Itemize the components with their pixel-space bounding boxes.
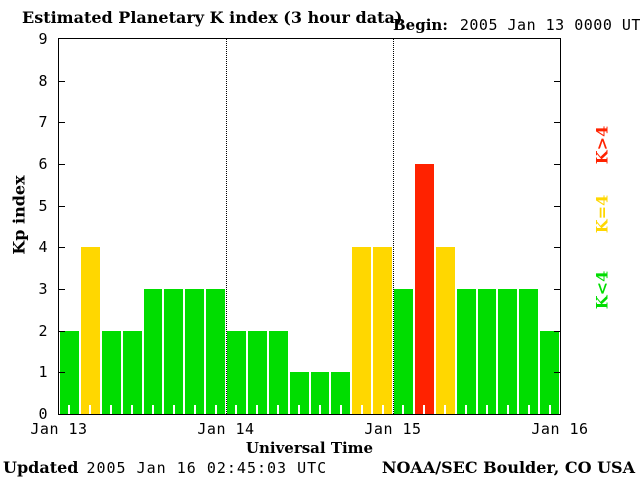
y-axis-tick-right <box>554 289 560 290</box>
kp-bar <box>498 289 518 414</box>
begin-value: 2005 Jan 13 0000 UTC <box>459 16 640 34</box>
y-axis-tick-left <box>59 164 65 165</box>
x-minor-tick <box>151 405 154 414</box>
updated-value: 2005 Jan 16 02:45:03 UTC <box>86 459 328 477</box>
x-minor-tick <box>235 405 238 414</box>
x-minor-tick <box>548 405 551 414</box>
kp-bar <box>456 289 476 414</box>
x-minor-tick <box>193 405 196 414</box>
x-minor-tick <box>506 405 509 414</box>
kp-bar <box>101 330 121 414</box>
y-tick-label: 2 <box>38 321 48 340</box>
kp-bar <box>331 372 351 414</box>
kp-bar <box>352 247 372 414</box>
y-tick-label: 0 <box>38 405 48 423</box>
y-tick-label: 8 <box>38 71 48 90</box>
x-minor-tick <box>298 405 301 414</box>
legend-item-k-below-4: K<4 <box>592 270 612 310</box>
x-axis-title: Universal Time <box>245 439 374 457</box>
begin-info: Begin: 2005 Jan 13 0000 UTC <box>393 16 640 34</box>
kp-bar <box>373 247 392 414</box>
kp-bar <box>164 289 184 414</box>
kp-bar <box>519 289 539 414</box>
x-minor-tick <box>277 405 280 414</box>
y-axis-tick-right <box>554 247 560 249</box>
x-minor-tick <box>402 405 405 414</box>
y-tick-label: 9 <box>38 30 48 48</box>
x-minor-tick <box>131 405 134 414</box>
kp-bar <box>268 330 288 414</box>
kp-bar <box>394 289 413 414</box>
y-axis-tick-left <box>59 372 65 374</box>
x-tick-label: Jan 13 <box>30 420 88 438</box>
kp-bar <box>206 289 225 414</box>
y-axis-tick-right <box>554 80 560 82</box>
kp-bar <box>247 330 267 414</box>
x-tick-label: Jan 14 <box>197 420 255 438</box>
y-axis-tick-left <box>59 122 65 124</box>
day-boundary-gridline <box>226 39 227 414</box>
y-axis-tick-left <box>59 330 65 332</box>
begin-label: Begin: <box>393 16 448 34</box>
kp-bar <box>310 372 330 414</box>
kp-bar <box>477 289 497 414</box>
legend-item-k-above-4: K>4 <box>592 125 612 165</box>
y-axis-tick-left <box>59 80 65 82</box>
kp-bar <box>60 330 79 414</box>
x-minor-tick <box>485 405 488 414</box>
kp-bar <box>289 372 309 414</box>
chart-title: Estimated Planetary K index (3 hour data… <box>22 8 403 27</box>
y-axis-tick-left <box>59 247 65 249</box>
y-tick-label: 6 <box>38 155 48 173</box>
x-minor-tick <box>172 405 175 414</box>
x-tick-label: Jan 15 <box>364 420 422 438</box>
y-tick-label: 5 <box>38 196 48 215</box>
x-minor-tick <box>423 405 426 414</box>
x-minor-tick <box>339 405 342 414</box>
x-minor-tick <box>444 405 447 414</box>
kp-bar <box>185 289 205 414</box>
kp-bar <box>122 330 142 414</box>
x-minor-tick <box>527 405 530 414</box>
updated-label: Updated <box>3 458 79 477</box>
y-axis-tick-right <box>554 164 560 165</box>
x-minor-tick <box>214 405 217 414</box>
y-axis-tick-right <box>554 122 560 124</box>
source-credit: NOAA/SEC Boulder, CO USA <box>381 458 635 477</box>
y-axis-tick-left <box>59 289 65 290</box>
x-tick-label: Jan 16 <box>531 420 589 438</box>
x-minor-tick <box>68 405 71 414</box>
kp-bar <box>540 330 559 414</box>
kp-bar <box>227 330 246 414</box>
y-tick-label: 1 <box>38 363 48 382</box>
y-tick-label: 4 <box>38 238 48 257</box>
kp-bar <box>143 289 163 414</box>
y-axis-tick-left <box>59 205 65 207</box>
y-tick-label: 7 <box>38 113 48 132</box>
kp-bar <box>435 247 455 414</box>
legend-item-k-equal-4: K=4 <box>592 194 612 234</box>
x-minor-tick <box>110 405 113 414</box>
x-minor-tick <box>360 405 363 414</box>
x-minor-tick <box>318 405 321 414</box>
y-axis-tick-right <box>554 372 560 374</box>
x-minor-tick <box>465 405 468 414</box>
day-boundary-gridline <box>393 39 394 414</box>
y-axis-tick-right <box>554 330 560 332</box>
kp-bar <box>80 247 100 414</box>
kp-bar <box>414 164 434 414</box>
x-minor-tick <box>89 405 92 414</box>
x-minor-tick <box>381 405 384 414</box>
y-axis-tick-right <box>554 205 560 207</box>
y-tick-label: 3 <box>38 280 48 298</box>
updated-timestamp: Updated 2005 Jan 16 02:45:03 UTC <box>3 458 327 477</box>
plot-area <box>58 38 561 415</box>
x-minor-tick <box>256 405 259 414</box>
